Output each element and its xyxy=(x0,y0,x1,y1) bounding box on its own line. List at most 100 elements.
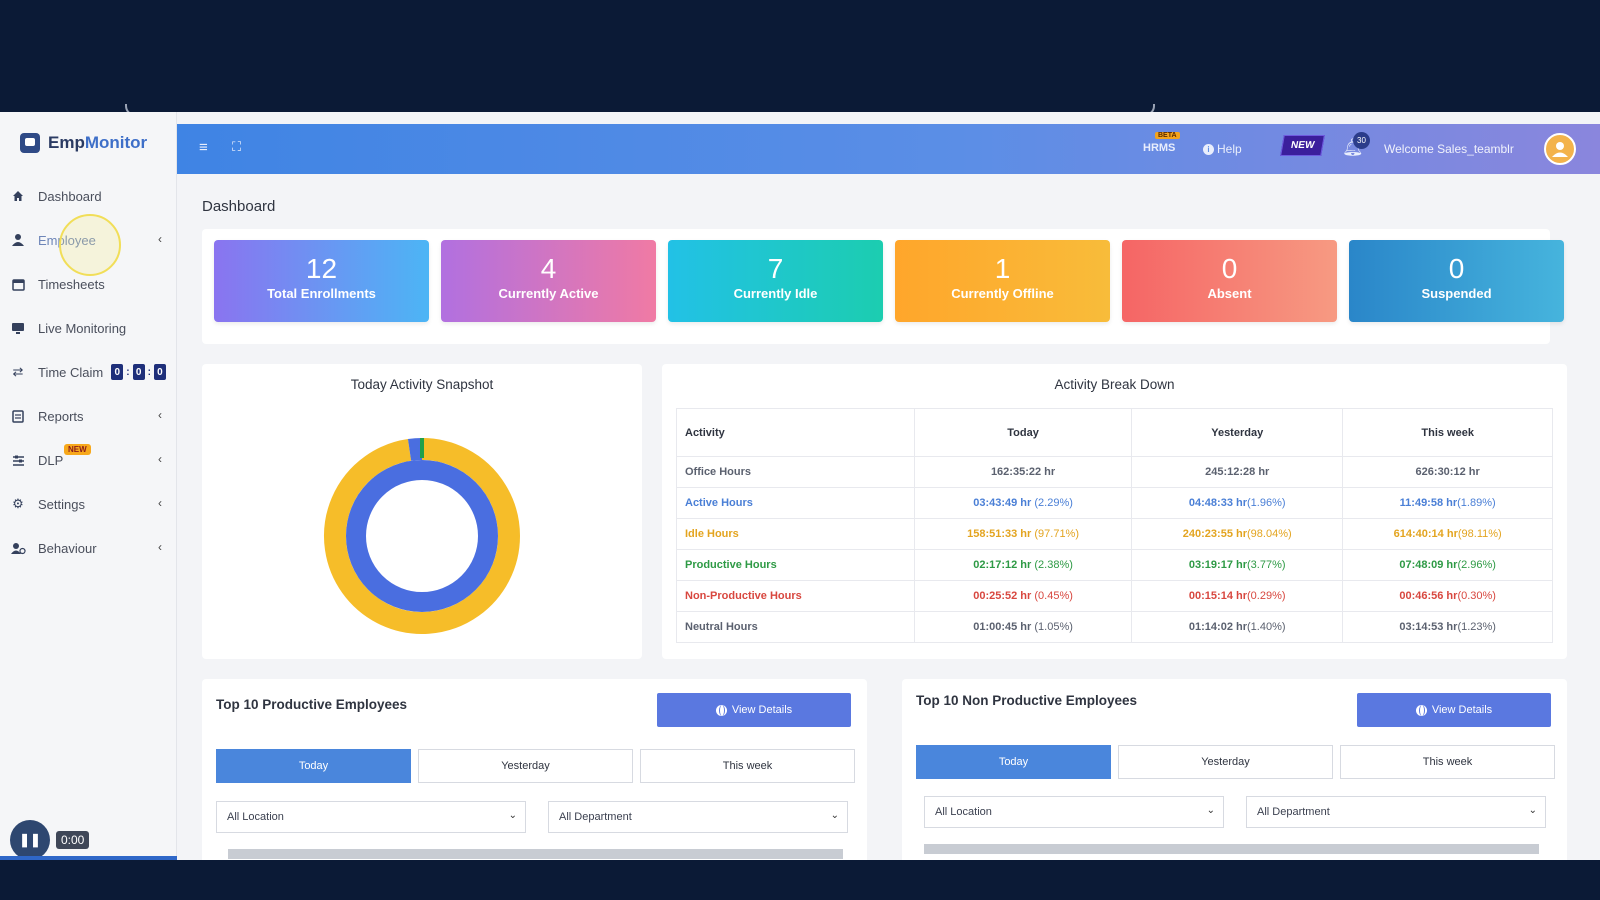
cell-value: 03:19:17 hr xyxy=(1188,559,1247,571)
calendar-icon xyxy=(10,276,26,292)
tab-this-week[interactable]: This week xyxy=(640,749,855,783)
table-cell: 11:49:58 hr(1.89%) xyxy=(1342,487,1553,519)
table-row: Active Hours 03:43:49 hr (2.29%) 04:48:33 … xyxy=(676,487,1553,519)
hrms-link[interactable]: HRMS xyxy=(1143,142,1176,154)
swap-icon: ⇄ xyxy=(12,364,24,379)
sidebar-item-settings[interactable]: ⚙ Settings ‹ xyxy=(0,482,176,526)
sidebar-item-live-monitoring[interactable]: Live Monitoring xyxy=(0,306,176,350)
help-link[interactable]: i Help xyxy=(1203,142,1242,156)
select-value: All Department xyxy=(1257,806,1330,818)
select-value: All Location xyxy=(227,811,284,823)
table-cell: 03:19:17 hr(3.77%) xyxy=(1131,549,1344,581)
cell-value: 11:49:58 hr xyxy=(1399,497,1458,509)
cursor-highlight xyxy=(59,214,121,276)
view-details-button[interactable]: View Details xyxy=(1357,693,1551,727)
stat-label: Absent xyxy=(1207,286,1252,301)
stat-card-suspended[interactable]: 0 Suspended xyxy=(1349,240,1564,322)
tab-yesterday[interactable]: Yesterday xyxy=(418,749,633,783)
cell-value: 03:14:53 hr xyxy=(1399,621,1458,633)
cell-value: 03:43:49 hr xyxy=(973,497,1032,509)
logo-text: EmpMonitor xyxy=(48,133,148,152)
counter-digit: 0 xyxy=(153,364,166,380)
donut-productive-marker xyxy=(420,438,424,458)
select-value: All Department xyxy=(559,811,632,823)
stat-value: 0 xyxy=(1448,253,1465,284)
tab-this-week[interactable]: This week xyxy=(1340,745,1555,779)
donut-slice-inner-0[interactable] xyxy=(346,460,498,612)
stat-card-total-enrollments[interactable]: 12 Total Enrollments xyxy=(214,240,429,322)
stats-panel: 12 Total Enrollments 4 Currently Active … xyxy=(202,229,1564,344)
stat-value: 1 xyxy=(994,253,1011,284)
cell-value: 07:48:09 hr xyxy=(1399,559,1458,571)
counter-digit: 0 xyxy=(111,364,124,380)
activity-name: Office Hours xyxy=(676,456,915,488)
cell-percent: (3.77%) xyxy=(1247,559,1286,571)
stat-card-currently-idle[interactable]: 7 Currently Idle xyxy=(668,240,883,322)
cell-percent: (0.29%) xyxy=(1247,590,1286,602)
cell-percent: (0.30%) xyxy=(1457,590,1496,602)
table-cell: 01:00:45 hr (1.05%) xyxy=(913,611,1133,643)
column-header: Yesterday xyxy=(1131,408,1344,457)
location-select[interactable]: All Location ⌄ xyxy=(924,796,1224,828)
card-title: Today Activity Snapshot xyxy=(350,377,494,392)
table-cell: 158:51:33 hr (97.71%) xyxy=(913,518,1133,550)
globe-icon xyxy=(715,704,727,716)
stat-card-currently-offline[interactable]: 1 Currently Offline xyxy=(895,240,1110,322)
employee-icon xyxy=(10,232,26,248)
donut-slice-outer-0[interactable] xyxy=(324,438,520,634)
user-icon xyxy=(1552,142,1568,157)
counter-digit: 0 xyxy=(132,364,145,380)
time-claim-counter: 0 : 0 : 0 xyxy=(111,364,166,380)
page-title: Dashboard xyxy=(202,198,276,215)
sidebar-item-label: Timesheets xyxy=(38,276,105,292)
sidebar-item-behaviour[interactable]: Behaviour ‹ xyxy=(0,526,176,570)
report-icon xyxy=(10,408,26,424)
cell-percent: (1.96%) xyxy=(1247,497,1286,509)
tab-today[interactable]: Today xyxy=(916,745,1111,779)
tab-yesterday[interactable]: Yesterday xyxy=(1118,745,1333,779)
logo[interactable]: EmpMonitor xyxy=(0,112,176,174)
table-cell: 162:35:22 hr xyxy=(913,456,1133,488)
new-badge: NEW xyxy=(64,444,91,455)
stat-card-currently-active[interactable]: 4 Currently Active xyxy=(441,240,656,322)
cell-percent: (1.40%) xyxy=(1247,621,1286,633)
avatar[interactable] xyxy=(1544,133,1576,165)
tab-today[interactable]: Today xyxy=(216,749,411,783)
department-select[interactable]: All Department ⌄ xyxy=(1246,796,1546,828)
logo-icon xyxy=(20,133,40,153)
activity-name: Neutral Hours xyxy=(676,611,915,643)
cell-percent: (2.38%) xyxy=(1031,559,1073,571)
chevron-left-icon: ‹ xyxy=(158,540,162,554)
cell-percent: (2.96%) xyxy=(1457,559,1496,571)
location-select[interactable]: All Location ⌄ xyxy=(216,801,526,833)
sidebar-item-label: Behaviour xyxy=(38,540,97,556)
sidebar-item-reports[interactable]: Reports ‹ xyxy=(0,394,176,438)
cell-value: 00:15:14 hr xyxy=(1188,590,1247,602)
stat-card-absent[interactable]: 0 Absent xyxy=(1122,240,1337,322)
table-row: Office Hours 162:35:22 hr 245:12:28 hr 626:… xyxy=(676,456,1553,488)
cell-value: 01:00:45 hr xyxy=(973,621,1032,633)
sidebar-item-dlp[interactable]: DLP NEW ‹ xyxy=(0,438,176,482)
menu-icon[interactable]: ≡ xyxy=(199,139,208,156)
view-details-button[interactable]: View Details xyxy=(657,693,851,727)
sidebar-item-timesheets[interactable]: Timesheets xyxy=(0,262,176,306)
new-flag[interactable]: NEW xyxy=(1280,135,1326,156)
activity-name: Idle Hours xyxy=(676,518,915,550)
chevron-down-icon: ⌄ xyxy=(830,810,839,821)
department-select[interactable]: All Department ⌄ xyxy=(548,801,848,833)
chevron-down-icon: ⌄ xyxy=(508,810,517,821)
video-time: 0:00 xyxy=(56,831,90,849)
activity-breakdown-card: Activity Break Down Activity Today Yeste… xyxy=(662,364,1567,659)
stat-value: 7 xyxy=(767,253,784,284)
chevron-left-icon: ‹ xyxy=(158,452,162,466)
cell-percent: (2.29%) xyxy=(1031,497,1073,509)
pause-icon[interactable]: ❚❚ xyxy=(10,820,50,860)
activity-name: Productive Hours xyxy=(676,549,915,581)
activity-donut-chart[interactable] xyxy=(312,426,532,646)
video-progress-bar[interactable] xyxy=(0,856,177,860)
fullscreen-icon[interactable]: ⛶ xyxy=(232,139,242,154)
sidebar-item-dashboard[interactable]: Dashboard xyxy=(0,174,176,218)
sidebar-item-time-claim[interactable]: ⇄ Time Claim 0 : 0 : 0 xyxy=(0,350,176,394)
stat-label: Currently Active xyxy=(498,286,599,301)
table-cell: 00:15:14 hr(0.29%) xyxy=(1131,580,1344,612)
